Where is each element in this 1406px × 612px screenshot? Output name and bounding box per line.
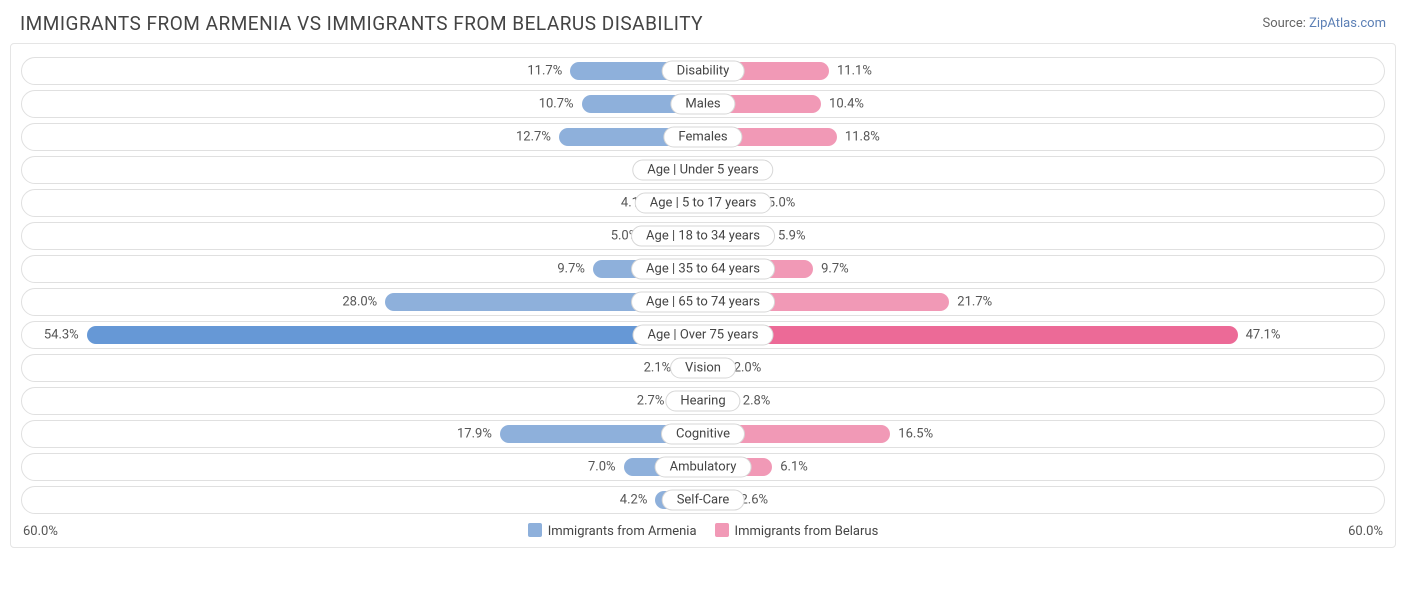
legend-footer: 60.0% Immigrants from Armenia Immigrants… [11,519,1395,541]
chart-row: 11.7% 11.1% Disability [21,57,1385,85]
rows-wrapper: 11.7% 11.1% Disability 10.7% 10.4% Males 12.7%… [11,57,1395,514]
value-belarus: 11.8% [845,130,880,145]
row-label: Ambulatory [655,457,752,478]
row-label: Disability [662,61,745,82]
row-label: Self-Care [662,490,745,511]
chart-row: 7.0% 6.1% Ambulatory [21,453,1385,481]
chart-row: 12.7% 11.8% Females [21,123,1385,151]
value-belarus: 5.0% [768,196,796,211]
chart-container: IMMIGRANTS FROM ARMENIA VS IMMIGRANTS FR… [0,0,1406,548]
value-armenia: 2.7% [637,394,665,409]
chart-row: 54.3% 47.1% Age | Over 75 years [21,321,1385,349]
legend-item-belarus: Immigrants from Belarus [715,523,879,539]
value-belarus: 6.1% [780,460,808,475]
row-label: Hearing [665,391,740,412]
value-armenia: 12.7% [516,130,551,145]
chart-row: 10.7% 10.4% Males [21,90,1385,118]
value-belarus: 21.7% [957,295,992,310]
value-armenia: 4.2% [620,493,648,508]
row-label: Age | 35 to 64 years [631,259,775,280]
row-label: Females [663,127,742,148]
row-label: Age | Over 75 years [633,325,774,346]
legend-label-belarus: Immigrants from Belarus [735,524,879,539]
chart-row: 28.0% 21.7% Age | 65 to 74 years [21,288,1385,316]
value-belarus: 2.0% [734,361,762,376]
chart-title: IMMIGRANTS FROM ARMENIA VS IMMIGRANTS FR… [20,12,703,35]
source-prefix: Source: [1262,16,1309,31]
axis-max-left: 60.0% [23,524,58,539]
value-belarus: 16.5% [898,427,933,442]
chart-area: 11.7% 11.1% Disability 10.7% 10.4% Males 12.7%… [10,43,1396,548]
axis-max-right: 60.0% [1348,524,1383,539]
legend-swatch-armenia [528,523,542,537]
chart-row: 0.76%1.0%Age | Under 5 years [21,156,1385,184]
chart-row: 2.1% 2.0%Vision [21,354,1385,382]
value-armenia: 54.3% [44,328,79,343]
chart-row: 4.2% 2.6%Self-Care [21,486,1385,514]
value-belarus: 9.7% [821,262,849,277]
value-armenia: 28.0% [342,295,377,310]
row-label: Age | 65 to 74 years [631,292,775,313]
value-armenia: 11.7% [527,64,562,79]
value-belarus: 5.9% [778,229,806,244]
value-armenia: 9.7% [557,262,585,277]
chart-row: 17.9% 16.5% Cognitive [21,420,1385,448]
chart-row: 5.0%5.9%Age | 18 to 34 years [21,222,1385,250]
row-label: Age | Under 5 years [632,160,773,181]
value-belarus: 11.1% [837,64,872,79]
value-belarus: 2.6% [741,493,769,508]
row-label: Vision [670,358,736,379]
value-armenia: 2.1% [644,361,672,376]
chart-row: 9.7% 9.7% Age | 35 to 64 years [21,255,1385,283]
value-armenia: 7.0% [588,460,616,475]
value-belarus: 10.4% [829,97,864,112]
legend-label-armenia: Immigrants from Armenia [548,524,697,539]
bar-armenia [87,326,703,344]
header: IMMIGRANTS FROM ARMENIA VS IMMIGRANTS FR… [0,0,1406,43]
row-label: Males [670,94,735,115]
source-link[interactable]: ZipAtlas.com [1309,16,1386,31]
row-label: Age | 5 to 17 years [635,193,772,214]
row-label: Age | 18 to 34 years [631,226,775,247]
value-belarus: 47.1% [1246,328,1281,343]
chart-row: 4.1%5.0%Age | 5 to 17 years [21,189,1385,217]
row-label: Cognitive [661,424,745,445]
chart-row: 2.7% 2.8%Hearing [21,387,1385,415]
value-armenia: 17.9% [457,427,492,442]
legend-swatch-belarus [715,523,729,537]
value-armenia: 10.7% [539,97,574,112]
legend-item-armenia: Immigrants from Armenia [528,523,697,539]
value-belarus: 2.8% [743,394,771,409]
source-attribution: Source: ZipAtlas.com [1262,16,1386,31]
bar-belarus [703,326,1238,344]
